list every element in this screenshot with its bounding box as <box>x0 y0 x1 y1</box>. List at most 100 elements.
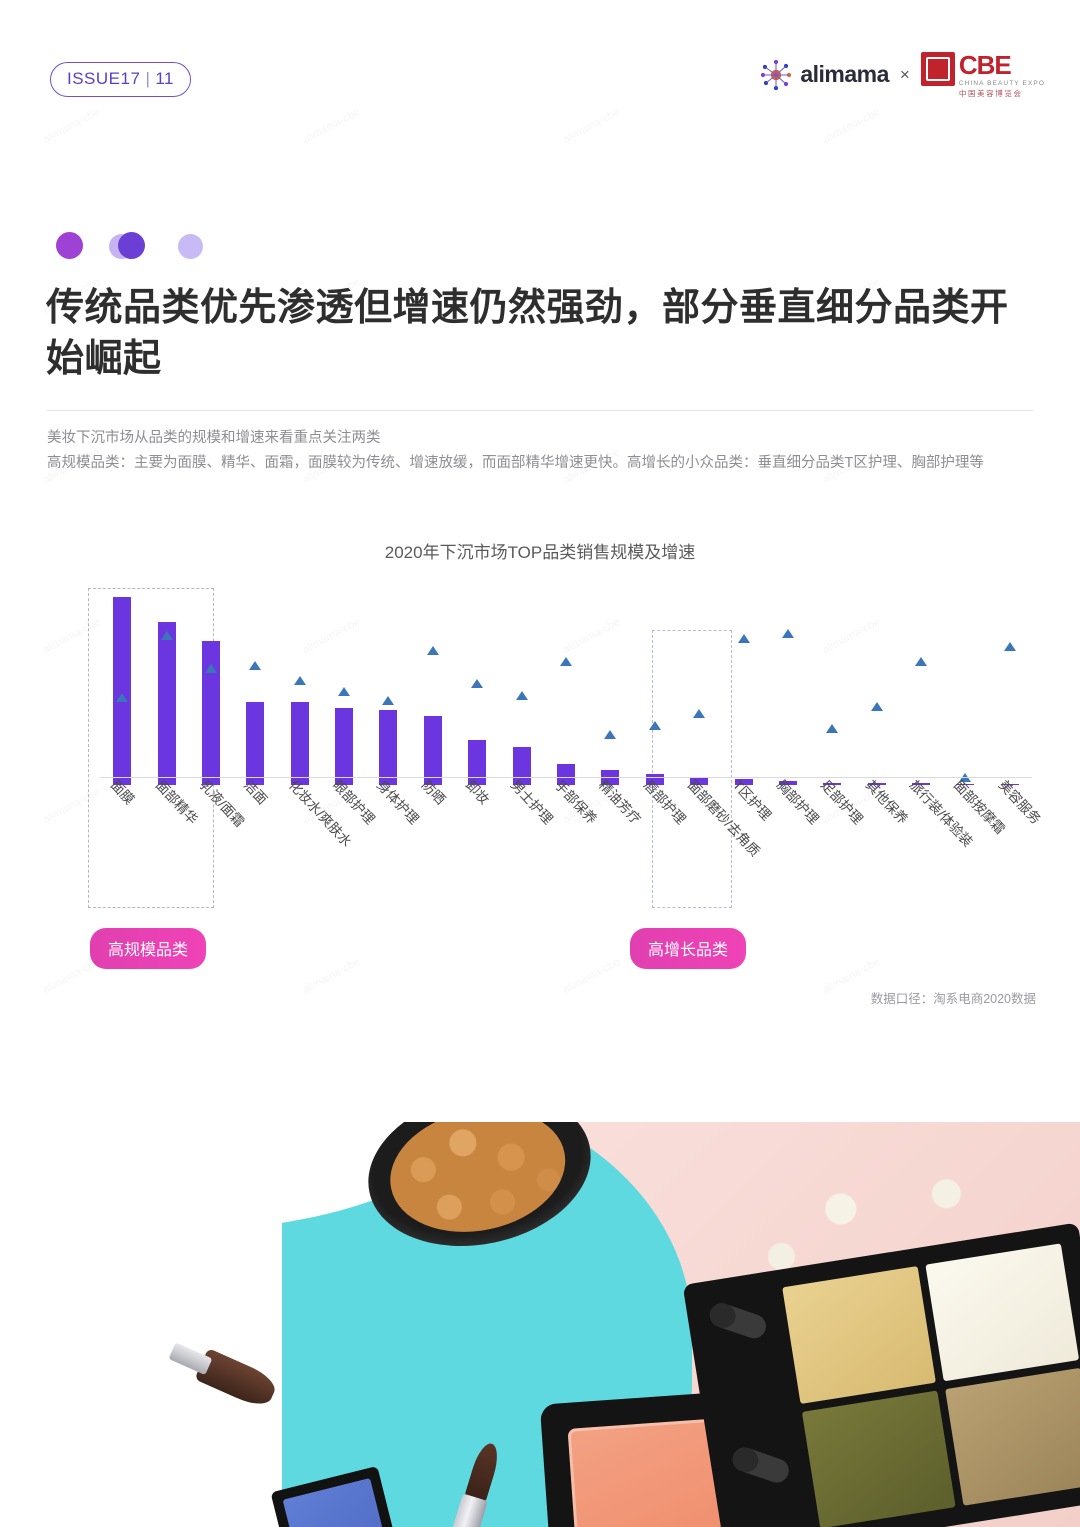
chart-x-label: T区护理 <box>729 777 774 824</box>
chart-growth-marker <box>293 675 306 685</box>
issue-separator: | <box>145 69 151 88</box>
chart-growth-marker <box>560 656 572 666</box>
chart-growth-marker <box>915 656 928 666</box>
chart-bar <box>157 621 176 785</box>
body-line-1: 美妆下沉市场从品类的规模和增速来看重点关注两类 <box>47 430 381 446</box>
chart-x-label: 男士护理 <box>507 777 556 828</box>
applicator-2 <box>729 1444 793 1486</box>
chart-bar <box>512 747 531 785</box>
sales-scale-growth-chart <box>0 580 1080 1020</box>
chart-x-label: 乳液/面霜 <box>196 777 248 830</box>
chart-growth-marker <box>249 660 262 670</box>
chart-bar <box>201 640 220 785</box>
chart-x-label: 眼部护理 <box>329 777 378 828</box>
brand-x-separator: × <box>899 64 910 84</box>
chart-growth-marker <box>160 630 173 640</box>
chart-x-label: 卸妆 <box>462 777 493 808</box>
chart-x-label: 胸部护理 <box>773 777 822 828</box>
alimama-mark-icon <box>759 58 793 92</box>
chart-x-label: 手部保养 <box>551 777 600 828</box>
chart-x-label: 精油芳疗 <box>596 777 644 828</box>
chart-x-label: 足部护理 <box>818 777 866 828</box>
chart-title: 2020年下沉市场TOP品类销售规模及增速 <box>384 543 696 562</box>
chart-bar <box>335 708 354 785</box>
decor-dot-1 <box>56 232 83 259</box>
badge-high-growth: 高增长品类 <box>630 928 747 969</box>
chart-x-label: 身体护理 <box>374 777 423 828</box>
chart-growth-marker <box>870 701 883 711</box>
chart-growth-marker <box>826 724 839 734</box>
chart-bar <box>778 781 797 785</box>
chart-x-label: 防晒 <box>418 777 448 808</box>
alimama-logo: alimama <box>759 58 889 92</box>
chart-growth-marker <box>338 686 351 696</box>
highlight-box-high-growth <box>652 630 732 908</box>
cbe-logo: CBE CHINA BEAUTY EXPO 中国美容博览会 <box>920 52 1045 97</box>
palette-pan-bronze <box>945 1367 1080 1506</box>
decorative-dots <box>56 232 256 262</box>
brush-ferrule <box>168 1342 213 1376</box>
chart-bar <box>557 764 575 785</box>
chart-x-label: 其他保养 <box>862 777 911 828</box>
chart-plot-area <box>100 585 1030 785</box>
chart-bar <box>1000 783 1019 785</box>
chart-growth-marker <box>426 645 439 655</box>
palette-pan-gold <box>782 1266 936 1405</box>
issue-number: 11 <box>155 69 175 88</box>
chart-growth-marker <box>515 690 528 700</box>
palette-pans <box>782 1243 1080 1527</box>
chart-bar <box>645 773 664 785</box>
chart-growth-marker <box>648 720 661 730</box>
chart-bar <box>468 739 487 785</box>
decor-dot-3 <box>178 234 203 259</box>
chart-x-label: 面膜 <box>107 777 138 808</box>
chart-bar <box>823 782 842 785</box>
chart-x-axis <box>100 777 1032 778</box>
chart-growth-marker <box>693 709 706 719</box>
body-line-2: 高规模品类：主要为面膜、精华、面霜，面膜较为传统、增速放缓，而面部精华增速更快。… <box>47 454 984 471</box>
chart-x-label: 美容服务 <box>995 777 1044 828</box>
chart-x-label: 唇部护理 <box>640 777 689 828</box>
body-copy: 美妆下沉市场从品类的规模和增速来看重点关注两类 高规模品类：主要为面膜、精华、面… <box>47 426 1037 476</box>
chart-growth-marker <box>116 692 129 702</box>
issue-badge: ISSUE17 | 11 <box>50 62 192 97</box>
chart-x-label: 洁面 <box>241 777 271 808</box>
applicator-1-tip <box>706 1300 739 1332</box>
chart-source-note: 数据口径：淘系电商2020数据 <box>870 992 1036 1006</box>
chart-x-label: 面部精华 <box>152 777 201 828</box>
chart-growth-marker <box>1003 641 1016 651</box>
issue-label: ISSUE17 <box>67 69 141 88</box>
cbe-wordmark: CBE <box>958 50 1012 80</box>
page-header: ISSUE17 | 11 <box>0 0 1080 130</box>
chart-growth-marker <box>604 730 617 740</box>
cbe-text-group: CBE CHINA BEAUTY EXPO 中国美容博览会 <box>959 52 1045 97</box>
palette-pan-cream <box>925 1243 1080 1382</box>
chart-bar <box>912 783 931 785</box>
chart-growth-marker <box>204 664 217 674</box>
chart-bar <box>690 777 709 785</box>
palette-pan-olive <box>801 1390 956 1527</box>
page-title: 传统品类优先渗透但增速仍然强劲，部分垂直细分品类开始崛起 <box>46 287 1009 381</box>
chart-bar <box>113 597 132 785</box>
chart-growth-marker <box>382 696 395 706</box>
applicator-1 <box>706 1300 770 1342</box>
chart-x-axis-labels: 面膜 面部精华 乳液/面霜 洁面 化妆水/爽肤水 眼部护理 身体护理 防晒 卸妆 男士护理 手部保养… <box>0 777 1080 928</box>
applicator-2-tip <box>729 1444 762 1476</box>
chart-bar <box>867 783 886 785</box>
chart-bar <box>246 702 265 785</box>
cosmetics-photo <box>162 1122 1080 1527</box>
cbe-subtitle-en: CHINA BEAUTY EXPO <box>958 80 1045 87</box>
logo-group: alimama × CBE CHINA BEAUTY EXPO 中国美容博览会 <box>759 52 1045 97</box>
decor-dot-2-front <box>118 232 145 259</box>
title-divider <box>47 410 1033 411</box>
chart-bar <box>734 779 753 785</box>
chart-bar <box>290 702 309 785</box>
badge-high-scale: 高规模品类 <box>90 928 207 969</box>
cbe-seal-icon <box>920 52 955 86</box>
chart-bar <box>379 709 398 785</box>
chart-growth-marker <box>781 628 794 638</box>
chart-bar <box>956 783 975 785</box>
alimama-wordmark: alimama <box>800 61 889 87</box>
chart-growth-marker <box>737 634 750 644</box>
chart-growth-marker <box>471 679 484 689</box>
